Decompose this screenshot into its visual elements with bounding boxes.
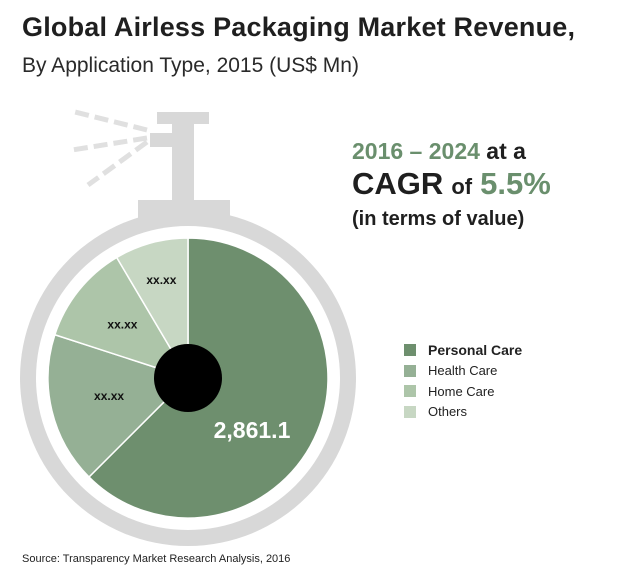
cagr-label: CAGR bbox=[352, 166, 444, 201]
legend-swatch bbox=[404, 405, 416, 418]
pie-slice-label: xx.xx bbox=[107, 318, 137, 332]
pie-center-hole bbox=[154, 344, 222, 412]
pump-head-top bbox=[157, 112, 209, 124]
pie-slice-home-care bbox=[53, 256, 190, 380]
pie-slice-health-care bbox=[47, 333, 190, 479]
legend-swatch bbox=[404, 385, 416, 397]
legend-swatch bbox=[404, 344, 416, 356]
source-note: Source: Transparency Market Research Ana… bbox=[22, 553, 291, 565]
legend-item-home-care: Home Care bbox=[404, 381, 522, 401]
pump-nozzle bbox=[150, 133, 176, 147]
legend-label: Health Care bbox=[428, 363, 498, 378]
cagr-at-a: at a bbox=[486, 138, 526, 164]
legend-label: Others bbox=[428, 404, 468, 419]
pump-head bbox=[172, 118, 194, 204]
chart-title: Global Airless Packaging Market Revenue, bbox=[22, 12, 576, 42]
legend: Personal Care Health Care Home Care Othe… bbox=[404, 340, 522, 422]
cagr-note: (in terms of value) bbox=[352, 208, 525, 230]
pie-slice-others bbox=[115, 237, 189, 381]
cagr-rate: 5.5% bbox=[480, 166, 551, 201]
cagr-period: 2016 – 2024 bbox=[352, 138, 480, 164]
pie-slice-label: 2,861.1 bbox=[214, 417, 291, 443]
legend-item-others: Others bbox=[404, 402, 522, 422]
legend-item-health-care: Health Care bbox=[404, 361, 522, 381]
chart-subtitle: By Application Type, 2015 (US$ Mn) bbox=[22, 54, 359, 77]
pie-slice-label: xx.xx bbox=[94, 389, 124, 403]
cagr-callout: 2016 – 2024 at a CAGR of 5.5% (in terms … bbox=[352, 136, 612, 233]
spray-icon bbox=[71, 109, 149, 188]
legend-label: Home Care bbox=[428, 383, 495, 399]
legend-swatch bbox=[404, 364, 416, 377]
pie-slice-label: xx.xx bbox=[146, 273, 176, 287]
cagr-of: of bbox=[451, 174, 473, 199]
legend-item-personal-care: Personal Care bbox=[404, 340, 522, 360]
legend-label: Personal Care bbox=[428, 342, 523, 358]
